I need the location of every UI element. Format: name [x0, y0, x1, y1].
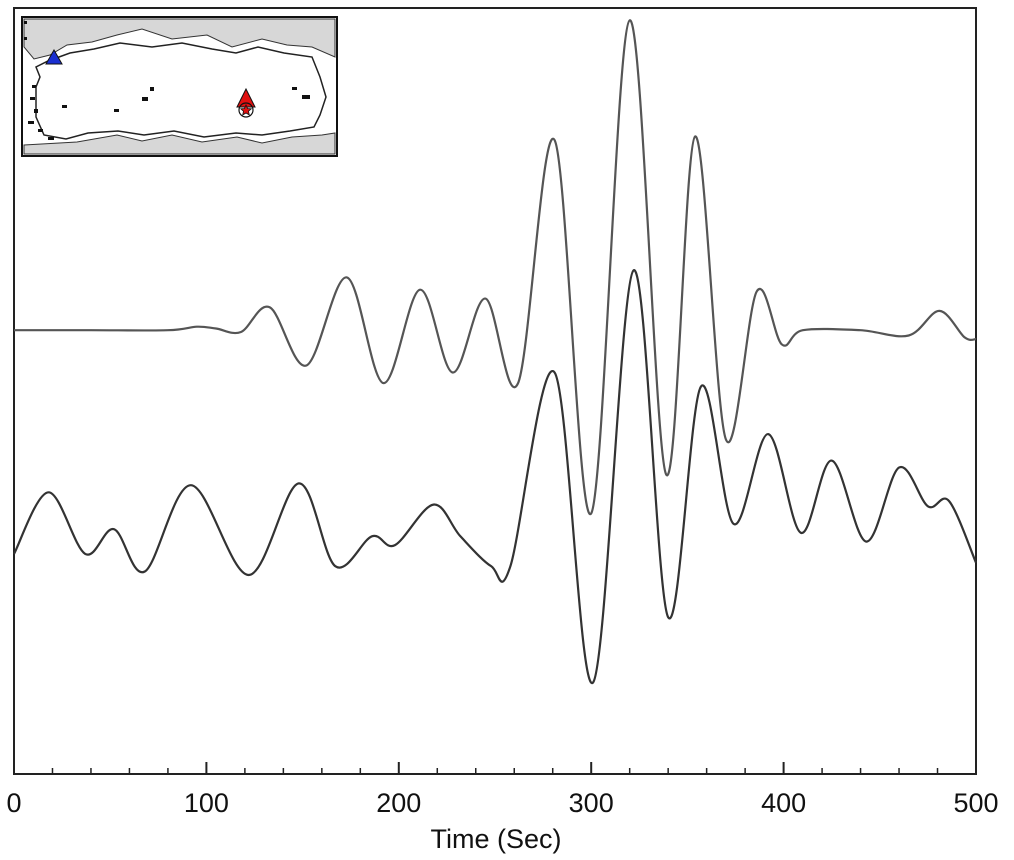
land-coastline	[35, 42, 327, 140]
inset-map	[21, 16, 338, 157]
trace-line-lower	[13, 269, 978, 684]
epicenter-star-icon	[239, 104, 253, 116]
x-axis-ticks: 0 100 200 300 400 500	[6, 762, 999, 818]
trace-line-upper	[14, 19, 977, 515]
sea-region-south	[23, 132, 336, 155]
x-axis-title: Time (Sec)	[430, 824, 561, 854]
x-tick-label-0: 0	[6, 788, 21, 818]
station-triangle-icon	[45, 48, 63, 65]
x-tick-label-500: 500	[953, 788, 998, 818]
sea-region-north	[23, 18, 336, 60]
epicenter-circle-icon	[238, 102, 254, 118]
coast-islands	[24, 21, 310, 140]
x-tick-label-200: 200	[376, 788, 421, 818]
x-tick-label-100: 100	[184, 788, 229, 818]
x-tick-label-300: 300	[569, 788, 614, 818]
x-tick-label-400: 400	[761, 788, 806, 818]
